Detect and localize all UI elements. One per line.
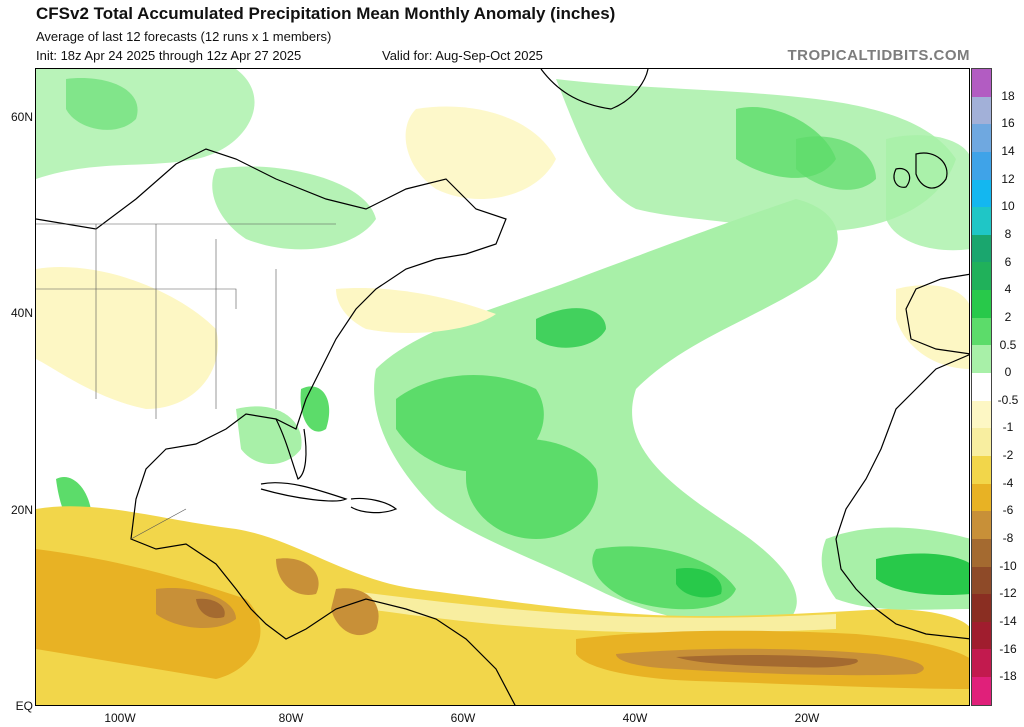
colorbar-label: -12 (999, 586, 1017, 601)
colorbar-label: 12 (1001, 171, 1015, 186)
lon-label-20w: 20W (794, 711, 820, 725)
map-title: CFSv2 Total Accumulated Precipitation Me… (36, 4, 616, 23)
anomaly-pale-yellow-iberia (896, 285, 969, 369)
colorbar-swatch (972, 677, 991, 705)
anomaly-green-central-2 (466, 438, 598, 539)
north-america-outline (36, 148, 516, 705)
coastline-icon (36, 69, 969, 705)
colorbar-label: -2 (1002, 448, 1014, 463)
colorbar-label: -14 (999, 614, 1017, 629)
colorbar-label: 10 (1001, 199, 1015, 214)
colorbar-swatch (972, 511, 991, 539)
colorbar-label: 18 (1001, 88, 1015, 103)
colorbar-label: -16 (999, 641, 1017, 656)
anomaly-light-green-gulf (236, 406, 302, 464)
greenland-outline (540, 69, 649, 110)
colorbar-swatch (972, 373, 991, 401)
colorbar-label: -18 (999, 669, 1017, 684)
anomaly-pale-yellow-south (336, 589, 836, 633)
colorbar-swatch (972, 290, 991, 318)
colorbar-label: 0.5 (999, 337, 1017, 352)
anomaly-brown-venezuela (331, 588, 379, 636)
anomaly-green-central-5 (676, 568, 722, 598)
colorbar-label: 0 (1004, 365, 1012, 380)
anomaly-pale-yellow-north (405, 106, 556, 199)
colorbar-swatch (972, 345, 991, 374)
colorbar-swatch (972, 538, 991, 567)
map-canvas (36, 69, 969, 705)
colorbar-label: -4 (1002, 475, 1014, 490)
colorbar-label: -1 (1002, 420, 1014, 435)
site-brand: TROPICALTIDBITS.COM (787, 47, 970, 64)
colorbar-label: 8 (1004, 226, 1012, 241)
precipitation-anomaly-map (35, 68, 970, 706)
colorbar-swatch (972, 262, 991, 291)
colorbar-swatch (972, 179, 991, 208)
colorbar-label: -8 (1002, 531, 1014, 546)
lon-label-40w: 40W (622, 711, 648, 725)
colorbar-swatch (972, 455, 991, 484)
colorbar-label: 14 (1001, 143, 1015, 158)
colorbar-label: 16 (1001, 116, 1015, 131)
colorbar-label: 2 (1004, 309, 1012, 324)
colorbar-swatch (972, 317, 991, 346)
anomaly-light-green-canada (212, 166, 376, 250)
anomaly-pale-yellow-us (36, 267, 218, 409)
anomaly-light-green-europe (886, 135, 969, 251)
colorbar-swatch (972, 151, 991, 180)
colorbar-label: -0.5 (997, 392, 1019, 407)
anomaly-green-florida (300, 386, 330, 432)
hispaniola-outline (350, 497, 398, 514)
lon-label-60w: 60W (450, 711, 476, 725)
colorbar-swatch (972, 400, 991, 429)
colorbar-swatch (972, 621, 991, 650)
colorbar-swatch (972, 96, 991, 125)
colorbar-swatch (972, 483, 991, 512)
anomaly-green-nw (66, 78, 138, 130)
border-lines (36, 223, 336, 540)
lat-label-20n: 20N (10, 503, 33, 517)
cuba-outline (260, 482, 348, 502)
colorbar-label: -6 (1002, 503, 1014, 518)
map-subtitle: Average of last 12 forecasts (12 runs x … (36, 29, 332, 44)
iberia-outline (905, 273, 969, 355)
colorbar-swatch (972, 594, 991, 622)
colorbar-swatch (972, 69, 991, 97)
anomaly-orange-south (36, 549, 261, 679)
colorbar-swatch (972, 566, 991, 595)
valid-period: Valid for: Aug-Sep-Oct 2025 (382, 48, 543, 63)
africa-outline (835, 354, 969, 640)
anomaly-green-central-3 (536, 308, 606, 348)
ireland-outline (893, 167, 911, 188)
lon-label-80w: 80W (278, 711, 304, 725)
anomaly-pale-yellow-eastcoast (336, 288, 496, 334)
anomaly-dark-brown-band (676, 654, 858, 668)
anomaly-brown-caribbean (276, 558, 319, 595)
florida-outline (275, 418, 307, 480)
anomaly-green-africa (876, 553, 969, 596)
anomaly-dark-brown-pacific (196, 598, 225, 619)
colorbar-swatch (972, 234, 991, 263)
anomaly-green-northeast (796, 136, 876, 190)
lat-label-40n: 40N (10, 306, 33, 320)
colorbar (971, 68, 992, 706)
colorbar-swatch (972, 124, 991, 152)
colorbar-label: 6 (1004, 254, 1012, 269)
colorbar-swatch (972, 428, 991, 456)
lat-label-eq: EQ (15, 699, 33, 713)
lon-label-100w: 100W (104, 711, 136, 725)
init-time: Init: 18z Apr 24 2025 through 12z Apr 27… (36, 48, 302, 63)
colorbar-label: -10 (999, 558, 1017, 573)
colorbar-swatch (972, 649, 991, 678)
colorbar-swatch (972, 207, 991, 235)
lat-label-60n: 60N (10, 110, 33, 124)
colorbar-label: 4 (1004, 282, 1012, 297)
british-isles-outline (915, 152, 948, 189)
